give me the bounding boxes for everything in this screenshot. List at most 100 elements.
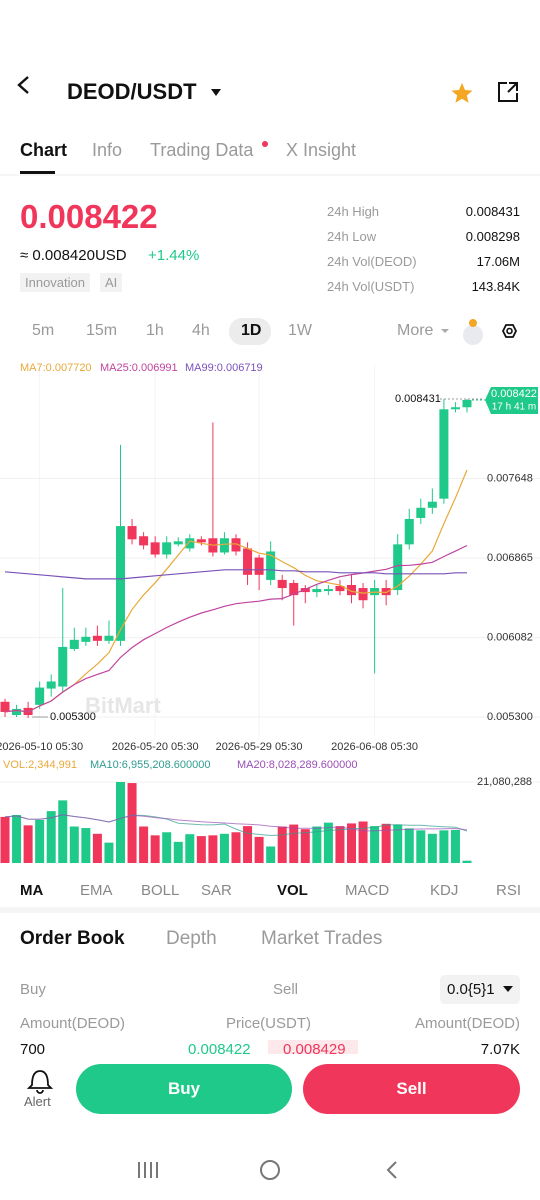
volume-bar xyxy=(46,811,56,863)
indicator[interactable]: MACD xyxy=(345,882,390,899)
volume-bar xyxy=(289,824,299,863)
volume-bar xyxy=(185,834,195,863)
interval-pill xyxy=(229,318,271,345)
tab[interactable]: Info xyxy=(92,140,123,160)
vol-max-label: 21,080,288 xyxy=(477,776,532,788)
nav-recents[interactable] xyxy=(138,1162,158,1178)
candle-body xyxy=(162,542,172,555)
volume-bar xyxy=(243,826,253,863)
pair-caret[interactable] xyxy=(211,89,221,96)
book-tab[interactable]: Market Trades xyxy=(261,928,383,949)
indicator[interactable]: MA xyxy=(20,882,44,899)
volume-bar xyxy=(127,783,137,863)
candle-body xyxy=(347,584,356,596)
alert-label[interactable]: Alert xyxy=(24,1094,51,1109)
indicator[interactable]: BOLL xyxy=(141,882,180,899)
volume-bar xyxy=(404,828,414,863)
interval[interactable]: 5m xyxy=(32,322,55,339)
interval[interactable]: 1D xyxy=(241,322,262,339)
interval[interactable]: 1W xyxy=(288,322,312,339)
ask-amount: 7.07K xyxy=(480,1041,520,1054)
share-icon[interactable] xyxy=(498,82,518,102)
pair-title[interactable]: DEOD/USDT xyxy=(67,79,197,104)
candle-body xyxy=(462,399,472,408)
low-marker-label: 0.005300 xyxy=(50,711,96,723)
volume-bar xyxy=(23,825,33,863)
tab[interactable]: X Insight xyxy=(286,140,357,160)
candle-body xyxy=(35,687,45,705)
bid-price: 0.008422 xyxy=(188,1041,251,1054)
candle-body xyxy=(358,588,368,601)
buy-label: Buy xyxy=(20,981,46,998)
candle-body xyxy=(104,635,114,641)
volume-bar xyxy=(381,823,391,863)
volume-bar xyxy=(173,841,183,863)
nav-back[interactable] xyxy=(386,1161,397,1179)
candle-body xyxy=(12,708,22,715)
indicator[interactable]: RSI xyxy=(496,882,522,899)
book-tab[interactable]: Depth xyxy=(166,928,217,949)
volume-bar xyxy=(196,836,206,863)
candle-body xyxy=(231,538,241,552)
bot-icon[interactable] xyxy=(463,325,483,345)
candle-body xyxy=(404,518,414,545)
indicator[interactable]: EMA xyxy=(80,882,113,899)
volume-bar xyxy=(370,826,380,863)
favorite-star[interactable] xyxy=(451,83,473,103)
y-tick-label: 0.007648 xyxy=(487,472,533,484)
x-tick-label: 2026-05-29 05:30 xyxy=(216,741,303,753)
book-tab[interactable]: Order Book xyxy=(20,928,125,949)
interval[interactable]: 15m xyxy=(86,322,118,339)
indicator[interactable]: KDJ xyxy=(430,882,459,899)
candle-body xyxy=(0,701,10,712)
ma99-line xyxy=(4,569,467,580)
sell-button[interactable]: Sell xyxy=(303,1064,520,1114)
ma25-line xyxy=(4,544,468,713)
volume-bar xyxy=(219,833,229,863)
volume-bar xyxy=(416,830,426,863)
volume-bar xyxy=(12,814,22,863)
bid-amount: 700 xyxy=(20,1041,46,1054)
candle-body xyxy=(58,646,68,687)
x-tick-label: 2026-05-20 05:30 xyxy=(112,741,199,753)
precision[interactable]: 0.0{5}1 xyxy=(447,981,495,998)
watermark: BitMart xyxy=(85,693,161,718)
candle-body xyxy=(139,536,149,546)
ma-legend: MA7:0.007720 xyxy=(20,362,92,374)
indicator[interactable]: SAR xyxy=(201,882,232,899)
volume-bar xyxy=(358,821,368,863)
depth-bar xyxy=(268,1040,358,1054)
candle-body xyxy=(393,544,403,591)
volume-bar xyxy=(150,835,160,863)
settings-icon[interactable] xyxy=(501,324,518,338)
volume-bar xyxy=(81,828,91,863)
tag: AI xyxy=(100,273,123,292)
candle-body xyxy=(323,589,333,592)
nav-home[interactable] xyxy=(260,1160,280,1180)
buy-button[interactable]: Buy xyxy=(76,1064,292,1114)
precision-select[interactable] xyxy=(440,975,520,1004)
interval[interactable]: 1h xyxy=(146,322,164,339)
candle-body xyxy=(266,551,276,580)
volume-bar xyxy=(0,816,10,863)
alert-icon[interactable] xyxy=(26,1070,54,1094)
ma7-line xyxy=(4,469,468,713)
stat-label: 24h Low xyxy=(327,229,377,244)
interval[interactable]: 4h xyxy=(192,322,210,339)
precision-caret xyxy=(503,986,513,992)
candle-body xyxy=(439,409,449,499)
more-caret[interactable] xyxy=(441,329,449,333)
tab[interactable]: Trading Data xyxy=(150,140,254,160)
stat-value: 0.008431 xyxy=(465,204,520,219)
back-icon[interactable] xyxy=(17,76,29,94)
volume-bar xyxy=(266,846,276,863)
tab[interactable]: Chart xyxy=(20,140,68,160)
candle-body xyxy=(300,588,310,593)
ask-price: 0.008429 xyxy=(283,1041,346,1054)
more-intervals[interactable]: More xyxy=(397,322,434,339)
indicator[interactable]: VOL xyxy=(277,882,308,899)
tag: Innovation xyxy=(20,273,90,292)
y-tick-label: 0.006082 xyxy=(487,632,533,644)
candle-body xyxy=(381,588,391,596)
col-header: Price(USDT) xyxy=(226,1015,311,1032)
